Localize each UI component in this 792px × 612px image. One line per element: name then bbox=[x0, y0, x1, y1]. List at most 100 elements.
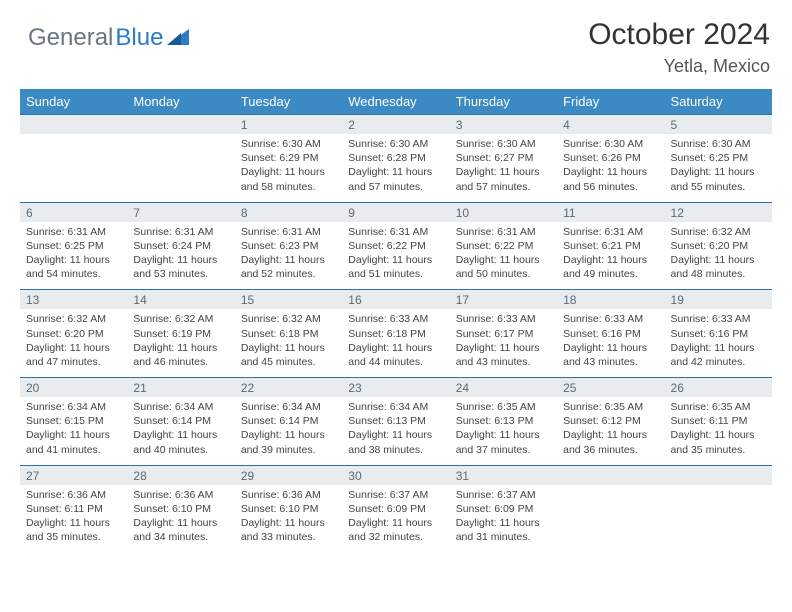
sunrise-text: Sunrise: 6:37 AM bbox=[456, 488, 551, 502]
daylight-text: Daylight: 11 hours and 32 minutes. bbox=[348, 516, 443, 544]
day-number bbox=[20, 115, 127, 135]
dow-thu: Thursday bbox=[450, 89, 557, 115]
daylight-text: Daylight: 11 hours and 33 minutes. bbox=[241, 516, 336, 544]
day-number: 15 bbox=[235, 290, 342, 310]
sunrise-text: Sunrise: 6:37 AM bbox=[348, 488, 443, 502]
sunrise-text: Sunrise: 6:35 AM bbox=[563, 400, 658, 414]
sunrise-text: Sunrise: 6:36 AM bbox=[133, 488, 228, 502]
day-cell: Sunrise: 6:36 AMSunset: 6:10 PMDaylight:… bbox=[235, 485, 342, 553]
day-cell bbox=[20, 134, 127, 202]
day-cell: Sunrise: 6:31 AMSunset: 6:24 PMDaylight:… bbox=[127, 222, 234, 290]
sunset-text: Sunset: 6:22 PM bbox=[348, 239, 443, 253]
sunset-text: Sunset: 6:09 PM bbox=[348, 502, 443, 516]
daylight-text: Daylight: 11 hours and 34 minutes. bbox=[133, 516, 228, 544]
day-number: 1 bbox=[235, 115, 342, 135]
day-number: 19 bbox=[665, 290, 772, 310]
day-cell: Sunrise: 6:30 AMSunset: 6:29 PMDaylight:… bbox=[235, 134, 342, 202]
daylight-text: Daylight: 11 hours and 31 minutes. bbox=[456, 516, 551, 544]
week-body-row: Sunrise: 6:31 AM Sunset: 6:25 PM Daylight:… bbox=[20, 222, 772, 290]
sunset-text: Sunset: 6:18 PM bbox=[241, 327, 336, 341]
day-number bbox=[557, 465, 664, 485]
daylight-text: Daylight: 11 hours and 56 minutes. bbox=[563, 165, 658, 193]
daylight-text: Daylight: 11 hours and 41 minutes. bbox=[26, 428, 121, 456]
sunrise-text: Sunrise: 6:32 AM bbox=[671, 225, 766, 239]
sunset-text: Sunset: 6:14 PM bbox=[133, 414, 228, 428]
day-cell: Sunrise: 6:35 AMSunset: 6:11 PMDaylight:… bbox=[665, 397, 772, 465]
daylight-text: Daylight: 11 hours and 37 minutes. bbox=[456, 428, 551, 456]
calendar-page: General Blue October 2024 Yetla, Mexico … bbox=[0, 0, 792, 572]
day-cell bbox=[665, 485, 772, 553]
dow-fri: Friday bbox=[557, 89, 664, 115]
sunrise-text: Sunrise: 6:33 AM bbox=[456, 312, 551, 326]
dow-mon: Monday bbox=[127, 89, 234, 115]
day-number: 25 bbox=[557, 378, 664, 398]
day-number: 30 bbox=[342, 465, 449, 485]
day-number: 23 bbox=[342, 378, 449, 398]
sunset-text: Sunset: 6:20 PM bbox=[26, 327, 121, 341]
day-number: 3 bbox=[450, 115, 557, 135]
day-cell: Sunrise: 6:34 AMSunset: 6:13 PMDaylight:… bbox=[342, 397, 449, 465]
sunset-text: Sunset: 6:10 PM bbox=[133, 502, 228, 516]
day-number: 20 bbox=[20, 378, 127, 398]
sunset-text: Sunset: 6:25 PM bbox=[26, 239, 121, 253]
sunrise-text: Sunrise: 6:33 AM bbox=[671, 312, 766, 326]
brand-logo: General Blue bbox=[20, 18, 189, 52]
day-cell: Sunrise: 6:33 AMSunset: 6:16 PMDaylight:… bbox=[557, 309, 664, 377]
sunset-text: Sunset: 6:24 PM bbox=[133, 239, 228, 253]
day-cell bbox=[557, 485, 664, 553]
calendar-body: 12345Sunrise: 6:30 AMSunset: 6:29 PMDayl… bbox=[20, 115, 772, 553]
sunrise-text: Sunrise: 6:35 AM bbox=[456, 400, 551, 414]
header: General Blue October 2024 Yetla, Mexico bbox=[20, 18, 772, 77]
day-cell bbox=[127, 134, 234, 202]
sunrise-text: Sunrise: 6:33 AM bbox=[348, 312, 443, 326]
sunset-text: Sunset: 6:16 PM bbox=[563, 327, 658, 341]
week-num-row: 2728293031 bbox=[20, 465, 772, 485]
day-cell: Sunrise: 6:37 AMSunset: 6:09 PMDaylight:… bbox=[342, 485, 449, 553]
day-cell: Sunrise: 6:36 AMSunset: 6:10 PMDaylight:… bbox=[127, 485, 234, 553]
day-number: 11 bbox=[557, 202, 664, 222]
sunrise-text: Sunrise: 6:30 AM bbox=[348, 137, 443, 151]
daylight-text: Daylight: 11 hours and 43 minutes. bbox=[456, 341, 551, 369]
sunset-text: Sunset: 6:11 PM bbox=[671, 414, 766, 428]
week-body-row: Sunrise: 6:36 AMSunset: 6:11 PMDaylight:… bbox=[20, 485, 772, 553]
dow-wed: Wednesday bbox=[342, 89, 449, 115]
sunrise-text: Sunrise: 6:34 AM bbox=[348, 400, 443, 414]
daylight-text: Daylight: 11 hours and 55 minutes. bbox=[671, 165, 766, 193]
day-cell: Sunrise: 6:35 AMSunset: 6:13 PMDaylight:… bbox=[450, 397, 557, 465]
sunrise-text: Sunrise: 6:36 AM bbox=[241, 488, 336, 502]
day-number bbox=[665, 465, 772, 485]
brand-part2: Blue bbox=[115, 24, 163, 52]
daylight-text: Daylight: 11 hours and 47 minutes. bbox=[26, 341, 121, 369]
sunrise-text: Sunrise: 6:35 AM bbox=[671, 400, 766, 414]
sunrise-text: Sunrise: 6:31 AM bbox=[563, 225, 658, 239]
day-cell: Sunrise: 6:31 AMSunset: 6:22 PMDaylight:… bbox=[342, 222, 449, 290]
sunset-text: Sunset: 6:21 PM bbox=[563, 239, 658, 253]
daylight-text: Daylight: 11 hours and 39 minutes. bbox=[241, 428, 336, 456]
sunset-text: Sunset: 6:25 PM bbox=[671, 151, 766, 165]
calendar-table: Sunday Monday Tuesday Wednesday Thursday… bbox=[20, 89, 772, 552]
daylight-text: Daylight: 11 hours and 40 minutes. bbox=[133, 428, 228, 456]
day-number: 22 bbox=[235, 378, 342, 398]
day-cell: Sunrise: 6:32 AMSunset: 6:20 PMDaylight:… bbox=[20, 309, 127, 377]
sunrise-text: Sunrise: 6:30 AM bbox=[671, 137, 766, 151]
daylight-text: Daylight: 11 hours and 49 minutes. bbox=[563, 253, 658, 281]
day-cell: Sunrise: 6:34 AMSunset: 6:15 PMDaylight:… bbox=[20, 397, 127, 465]
sunset-text: Sunset: 6:22 PM bbox=[456, 239, 551, 253]
week-num-row: 6789101112 bbox=[20, 202, 772, 222]
sunrise-text: Sunrise: 6:34 AM bbox=[26, 400, 121, 414]
daylight-text: Daylight: 11 hours and 46 minutes. bbox=[133, 341, 228, 369]
day-number: 4 bbox=[557, 115, 664, 135]
location-label: Yetla, Mexico bbox=[588, 56, 770, 77]
sunrise-text: Sunrise: 6:32 AM bbox=[133, 312, 228, 326]
day-cell: Sunrise: 6:35 AMSunset: 6:12 PMDaylight:… bbox=[557, 397, 664, 465]
dow-sat: Saturday bbox=[665, 89, 772, 115]
brand-triangle-icon bbox=[167, 27, 189, 50]
day-number: 29 bbox=[235, 465, 342, 485]
sunrise-text: Sunrise: 6:34 AM bbox=[133, 400, 228, 414]
sunrise-text: Sunrise: 6:31 AM bbox=[456, 225, 551, 239]
sunset-text: Sunset: 6:13 PM bbox=[348, 414, 443, 428]
daylight-text: Daylight: 11 hours and 35 minutes. bbox=[26, 516, 121, 544]
sunset-text: Sunset: 6:27 PM bbox=[456, 151, 551, 165]
day-number: 28 bbox=[127, 465, 234, 485]
day-cell: Sunrise: 6:33 AMSunset: 6:16 PMDaylight:… bbox=[665, 309, 772, 377]
